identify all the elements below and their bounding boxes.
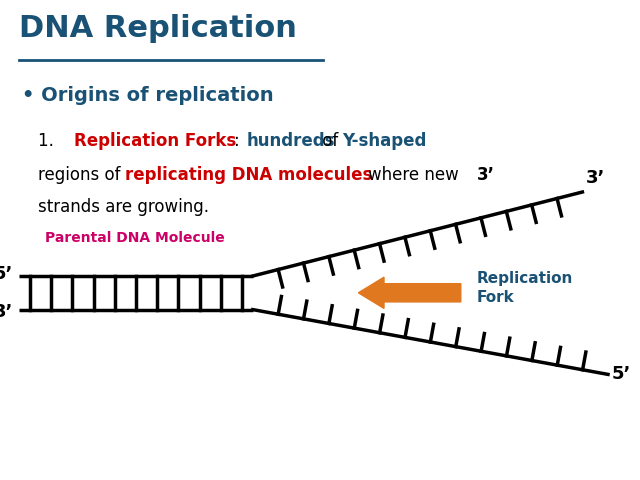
Text: strands are growing.: strands are growing. (38, 198, 209, 216)
Text: Replication
Fork: Replication Fork (477, 271, 573, 305)
Text: Parental DNA Molecule: Parental DNA Molecule (45, 231, 225, 245)
Text: 5’: 5’ (611, 365, 630, 384)
Text: 3’: 3’ (477, 166, 495, 183)
Text: DNA Replication: DNA Replication (19, 14, 297, 43)
Text: of: of (317, 132, 343, 150)
Text: where new: where new (368, 166, 464, 183)
Text: 3’: 3’ (0, 303, 13, 321)
Text: regions of: regions of (38, 166, 126, 183)
Text: 3’: 3’ (586, 169, 605, 187)
Text: Y-shaped: Y-shaped (342, 132, 427, 150)
Text: 1.: 1. (38, 132, 70, 150)
FancyArrow shape (358, 277, 461, 308)
Text: hundreds: hundreds (246, 132, 335, 150)
Text: 5’: 5’ (0, 264, 13, 283)
Text: replicating DNA molecules: replicating DNA molecules (125, 166, 372, 183)
Text: Replication Forks: Replication Forks (74, 132, 236, 150)
Text: :: : (234, 132, 244, 150)
Text: • Origins of replication: • Origins of replication (22, 86, 274, 106)
